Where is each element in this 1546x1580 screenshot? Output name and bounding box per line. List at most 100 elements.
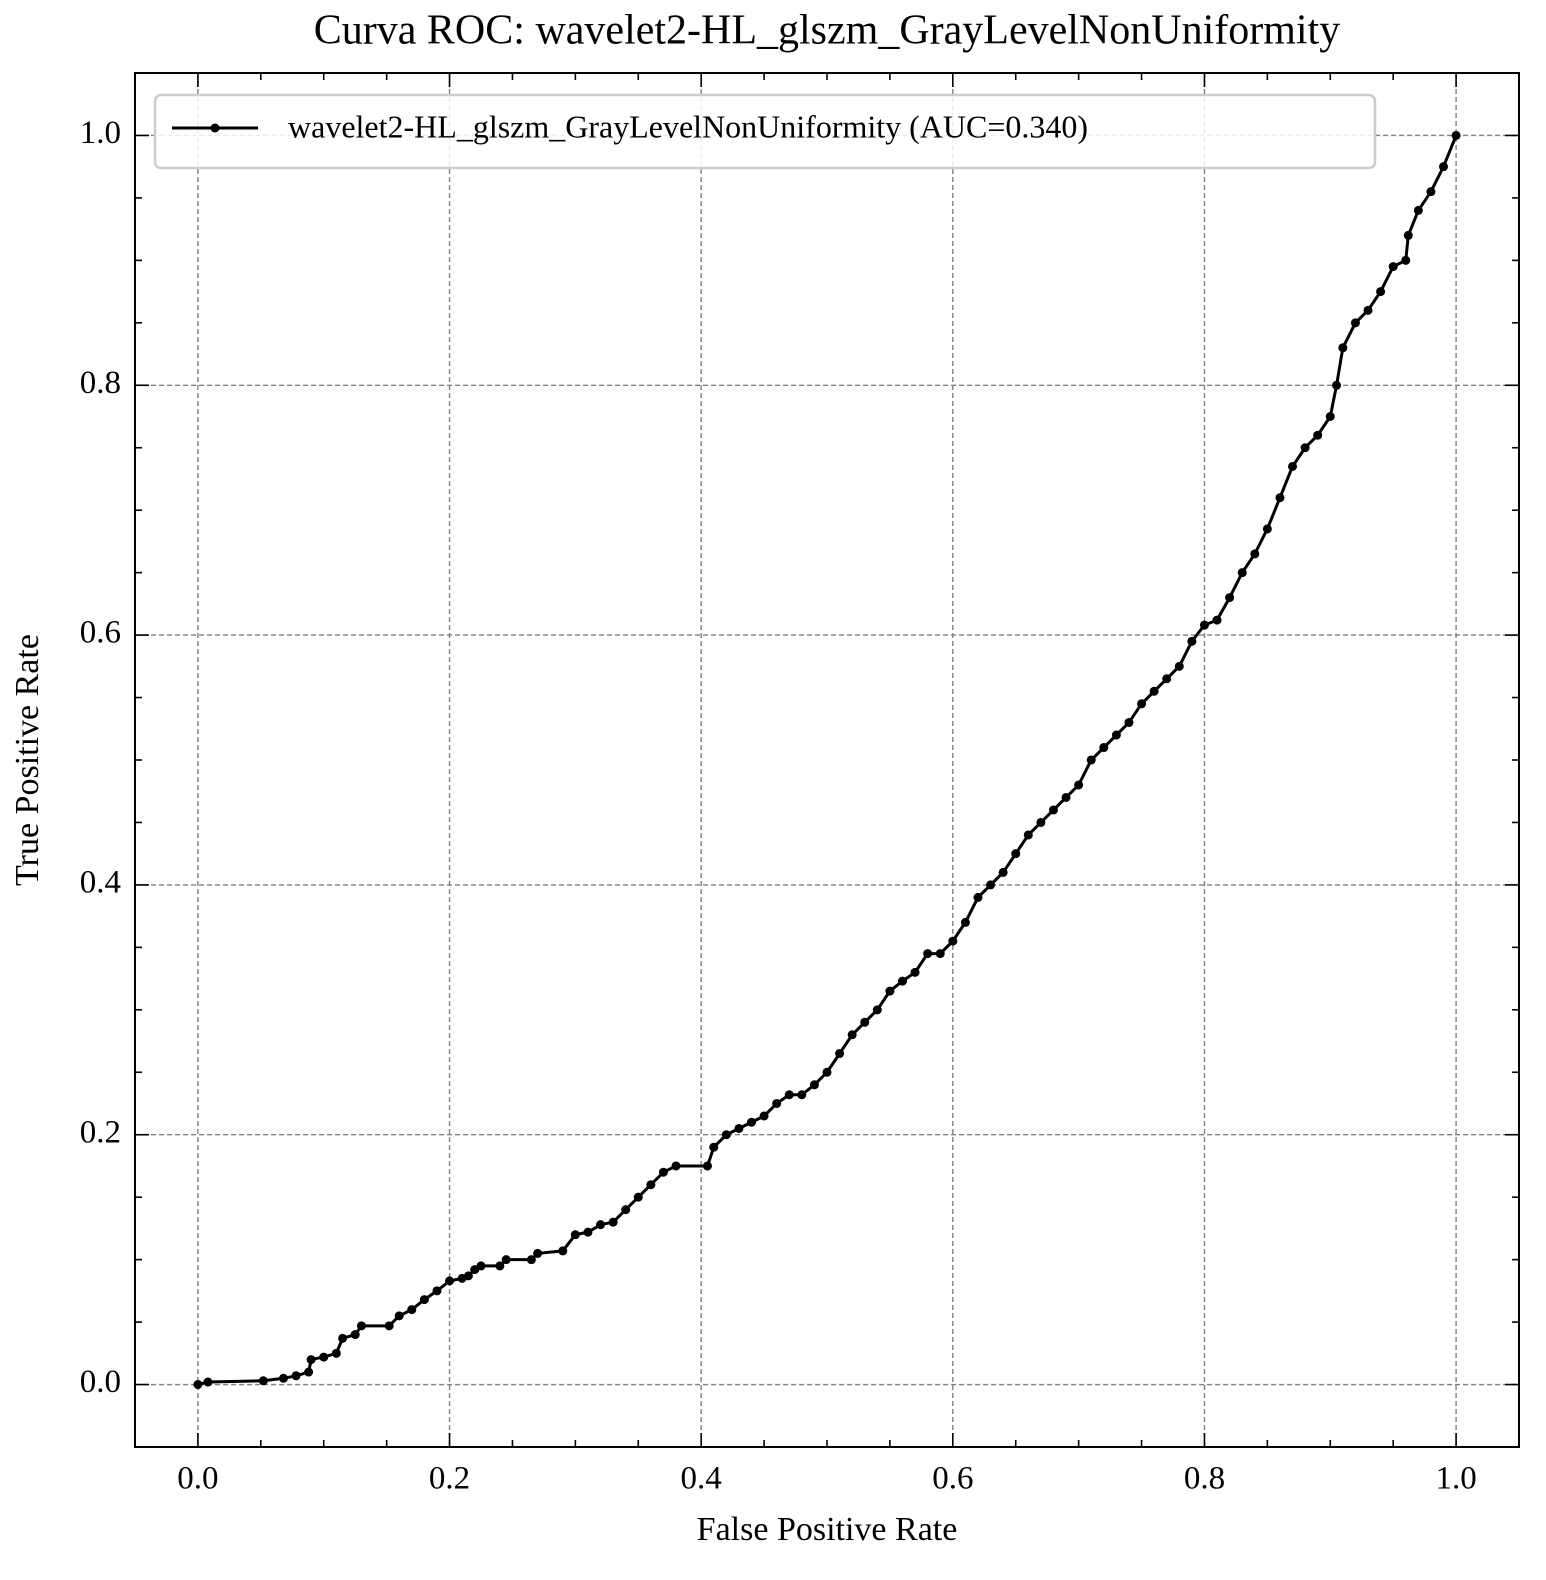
roc-marker bbox=[1061, 792, 1071, 802]
roc-marker bbox=[608, 1217, 618, 1227]
roc-marker bbox=[407, 1305, 417, 1315]
roc-marker bbox=[1313, 430, 1323, 440]
roc-marker bbox=[721, 1130, 731, 1140]
roc-marker bbox=[1288, 461, 1298, 471]
roc-marker bbox=[1439, 162, 1449, 172]
roc-marker bbox=[621, 1205, 631, 1215]
roc-marker bbox=[533, 1248, 543, 1258]
plot-frame bbox=[134, 72, 1520, 1448]
roc-marker bbox=[702, 1161, 712, 1171]
roc-marker bbox=[935, 949, 945, 959]
roc-marker bbox=[1011, 849, 1021, 859]
roc-marker bbox=[570, 1230, 580, 1240]
roc-marker bbox=[526, 1255, 536, 1265]
legend-box bbox=[153, 93, 1377, 170]
roc-marker bbox=[822, 1067, 832, 1077]
roc-marker bbox=[1225, 593, 1235, 603]
roc-marker bbox=[998, 867, 1008, 877]
roc-marker bbox=[1250, 549, 1260, 559]
roc-marker bbox=[463, 1271, 473, 1281]
roc-marker bbox=[432, 1286, 442, 1296]
roc-marker bbox=[809, 1080, 819, 1090]
roc-marker bbox=[986, 880, 996, 890]
roc-marker bbox=[445, 1276, 455, 1286]
x-tick-label: 1.0 bbox=[1435, 1461, 1476, 1497]
roc-marker bbox=[1237, 568, 1247, 578]
x-tick-label: 0.2 bbox=[429, 1461, 470, 1497]
roc-marker bbox=[1074, 780, 1084, 790]
roc-marker bbox=[278, 1373, 288, 1383]
roc-marker bbox=[709, 1142, 719, 1152]
y-tick-label: 0.4 bbox=[80, 864, 121, 900]
roc-marker bbox=[193, 1380, 203, 1390]
roc-marker bbox=[1111, 730, 1121, 740]
roc-marker bbox=[1350, 318, 1360, 328]
roc-marker bbox=[784, 1090, 794, 1100]
roc-marker bbox=[734, 1123, 744, 1133]
roc-marker bbox=[885, 986, 895, 996]
legend: wavelet2-HL_glszm_GrayLevelNonUniformity… bbox=[153, 93, 1377, 170]
chart-title: Curva ROC: wavelet2-HL_glszm_GrayLevelNo… bbox=[314, 8, 1340, 54]
roc-marker bbox=[1426, 187, 1436, 197]
roc-marker bbox=[1451, 130, 1461, 140]
y-tick-label: 1.0 bbox=[80, 115, 121, 151]
roc-marker bbox=[419, 1295, 429, 1305]
roc-marker bbox=[1388, 262, 1398, 272]
y-tick-label: 0.2 bbox=[80, 1114, 121, 1150]
roc-marker bbox=[671, 1161, 681, 1171]
x-tick-label: 0.8 bbox=[1184, 1461, 1225, 1497]
roc-marker bbox=[331, 1348, 341, 1358]
roc-marker bbox=[658, 1167, 668, 1177]
roc-marker bbox=[1149, 686, 1159, 696]
roc-marker bbox=[338, 1333, 348, 1343]
roc-marker bbox=[1162, 674, 1172, 684]
roc-marker bbox=[1332, 380, 1342, 390]
roc-marker bbox=[797, 1090, 807, 1100]
roc-marker bbox=[1199, 620, 1209, 630]
roc-marker bbox=[291, 1371, 301, 1381]
roc-marker bbox=[923, 949, 933, 959]
roc-marker bbox=[646, 1180, 656, 1190]
roc-marker bbox=[860, 1017, 870, 1027]
roc-marker bbox=[1187, 636, 1197, 646]
y-tick-label: 0.8 bbox=[80, 365, 121, 401]
roc-marker bbox=[1325, 412, 1335, 421]
roc-marker bbox=[1403, 230, 1413, 240]
roc-marker bbox=[1099, 743, 1109, 753]
roc-marker bbox=[1275, 493, 1285, 503]
x-tick-label: 0.0 bbox=[177, 1461, 218, 1497]
roc-marker bbox=[501, 1255, 511, 1265]
roc-marker bbox=[1036, 817, 1046, 827]
roc-marker bbox=[476, 1261, 486, 1271]
roc-marker bbox=[203, 1377, 213, 1387]
x-axis-label: False Positive Rate bbox=[697, 1511, 958, 1548]
y-tick-label: 0.6 bbox=[80, 615, 121, 651]
roc-marker bbox=[558, 1246, 568, 1256]
roc-marker bbox=[759, 1111, 769, 1121]
roc-marker bbox=[1086, 755, 1096, 765]
roc-marker bbox=[495, 1261, 505, 1271]
roc-marker bbox=[319, 1352, 329, 1362]
roc-marker bbox=[1338, 343, 1348, 353]
roc-marker bbox=[1023, 830, 1033, 840]
roc-marker bbox=[384, 1321, 394, 1331]
roc-marker bbox=[394, 1311, 404, 1321]
roc-marker bbox=[1413, 205, 1423, 215]
roc-marker bbox=[1174, 661, 1184, 671]
roc-marker bbox=[1212, 615, 1222, 625]
roc-marker bbox=[633, 1192, 643, 1202]
roc-marker bbox=[1124, 718, 1134, 728]
roc-marker bbox=[583, 1227, 593, 1237]
roc-marker bbox=[960, 917, 970, 927]
roc-marker bbox=[948, 936, 958, 946]
roc-marker bbox=[258, 1376, 268, 1386]
x-tick-label: 0.6 bbox=[932, 1461, 973, 1497]
legend-label: wavelet2-HL_glszm_GrayLevelNonUniformity… bbox=[288, 108, 1088, 144]
roc-marker bbox=[1376, 287, 1386, 297]
roc-marker bbox=[1137, 699, 1147, 709]
roc-marker bbox=[1300, 443, 1310, 453]
y-tick-label: 0.0 bbox=[80, 1364, 121, 1400]
roc-marker bbox=[1262, 524, 1272, 534]
roc-marker bbox=[306, 1355, 316, 1365]
roc-line bbox=[197, 134, 1458, 1387]
